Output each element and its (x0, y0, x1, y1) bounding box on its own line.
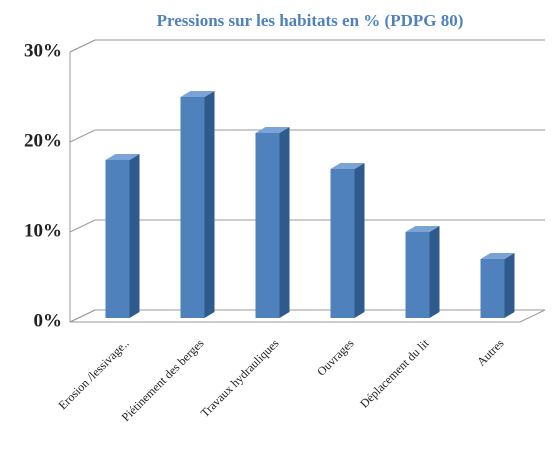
bar (480, 253, 515, 318)
bar-front (480, 259, 505, 318)
floor (69, 309, 546, 323)
bar-top (405, 226, 440, 232)
x-tick-label: Piétinement des berges (119, 336, 207, 424)
x-tick-label: Autres (474, 336, 507, 369)
bar-front (330, 169, 355, 318)
bar-front (180, 97, 205, 318)
bar (330, 163, 365, 318)
x-tick-label: Travaux hydrauliques (198, 336, 282, 420)
bar-side (204, 91, 215, 318)
bar-front (405, 232, 430, 318)
y-tick-label: 0% (34, 310, 63, 331)
bar-front (255, 133, 280, 318)
bar-top (105, 154, 140, 160)
y-tick-label: 20% (24, 130, 62, 151)
bar-side (504, 253, 515, 318)
bar (255, 127, 290, 318)
grid-line (69, 129, 545, 143)
grid-line (69, 39, 545, 53)
bar-side (129, 154, 140, 318)
x-tick-label: Ouvrages (314, 336, 357, 379)
bar (105, 154, 140, 318)
bar-top (180, 91, 215, 97)
x-tick-label: Déplacement du lit (357, 336, 432, 411)
bar-top (480, 253, 515, 259)
bar-side (279, 127, 290, 318)
grid-line (69, 309, 545, 323)
bar-side (429, 226, 440, 318)
chart-title: Pressions sur les habitats en % (PDPG 80… (157, 11, 464, 30)
bar-side (354, 163, 365, 318)
bar (405, 226, 440, 318)
bar (180, 91, 215, 318)
x-tick-label: Erosion /lessivage.. (55, 336, 131, 412)
bar-top (330, 163, 365, 169)
bar-top (255, 127, 290, 133)
grid-line (69, 219, 545, 233)
y-tick-label: 10% (24, 220, 62, 241)
y-tick-label: 30% (24, 40, 62, 61)
bar-front (105, 160, 130, 318)
